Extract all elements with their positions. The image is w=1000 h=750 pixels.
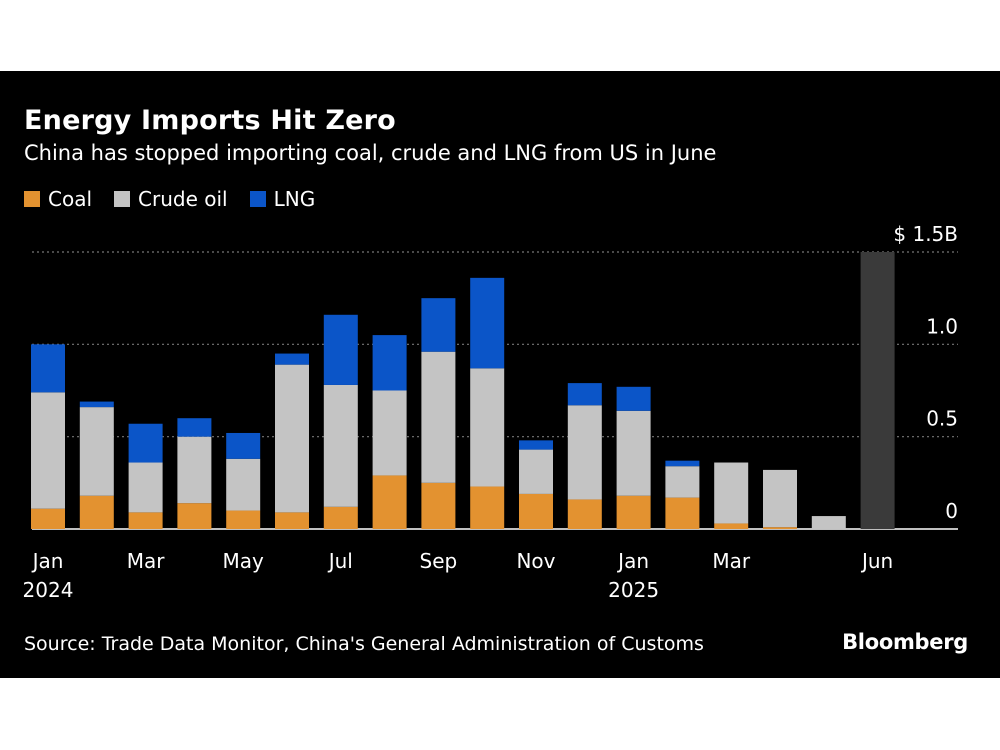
bar-layer bbox=[31, 277, 846, 529]
bar-lng-10 bbox=[519, 440, 553, 450]
x-tick-label-14: Mar bbox=[712, 549, 751, 573]
bar-coal-15 bbox=[763, 527, 797, 529]
x-tick-line: Jan bbox=[616, 549, 649, 573]
legend-item-crude-oil: Crude oil bbox=[114, 187, 228, 211]
bar-crude-oil-15 bbox=[763, 469, 797, 528]
bar-coal-2 bbox=[128, 512, 163, 529]
bar-coal-10 bbox=[519, 493, 553, 529]
bar-lng-11 bbox=[567, 383, 602, 406]
x-tick-label-10: Nov bbox=[516, 549, 555, 573]
bar-coal-5 bbox=[275, 512, 309, 529]
y-tick-label-1: 0.5 bbox=[926, 407, 958, 431]
bar-crude-oil-12 bbox=[616, 410, 651, 496]
bar-coal-11 bbox=[567, 499, 602, 529]
bar-lng-8 bbox=[421, 298, 456, 352]
bar-crude-oil-9 bbox=[470, 368, 505, 487]
x-tick-line: Mar bbox=[127, 549, 166, 573]
legend-swatch-coal bbox=[24, 191, 40, 207]
highlight-band-jun-2025 bbox=[860, 252, 895, 529]
bar-crude-oil-16 bbox=[811, 516, 846, 529]
bar-crude-oil-4 bbox=[226, 458, 261, 511]
bar-coal-12 bbox=[616, 495, 651, 529]
bar-coal-0 bbox=[31, 508, 65, 529]
bar-lng-0 bbox=[31, 344, 65, 393]
y-tick-label-0: 0 bbox=[945, 499, 958, 523]
legend-swatch-crude-oil bbox=[114, 191, 131, 207]
y-tick-label-3: $ 1.5B bbox=[893, 222, 958, 246]
x-tick-line: Jul bbox=[327, 549, 353, 573]
source-note: Source: Trade Data Monitor, China's Gene… bbox=[24, 633, 704, 655]
bar-crude-oil-1 bbox=[79, 407, 114, 496]
bar-coal-14 bbox=[714, 523, 749, 529]
bar-lng-12 bbox=[616, 386, 651, 411]
bar-lng-6 bbox=[323, 314, 358, 385]
y-axis-labels: 0 0.5 1.0 $ 1.5B bbox=[893, 222, 958, 523]
bar-crude-oil-7 bbox=[372, 390, 407, 476]
bar-lng-13 bbox=[665, 460, 700, 467]
legend-swatch-lng bbox=[249, 191, 266, 207]
bar-crude-oil-13 bbox=[665, 466, 700, 498]
x-tick-line: 2025 bbox=[608, 578, 659, 602]
x-tick-line: May bbox=[223, 549, 265, 573]
legend-label-lng: LNG bbox=[273, 187, 316, 211]
bar-lng-3 bbox=[177, 418, 212, 437]
legend-label-crude-oil: Crude oil bbox=[138, 187, 228, 211]
bar-coal-4 bbox=[226, 510, 261, 529]
legend-label-coal: Coal bbox=[48, 187, 93, 211]
bar-lng-5 bbox=[275, 353, 309, 365]
x-tick-line: Jan bbox=[31, 549, 64, 573]
legend-item-lng: LNG bbox=[249, 187, 316, 211]
x-axis-labels: Jan 2024 Mar May Jul Sep Nov Jan 2025 Mar Jun bbox=[23, 549, 894, 602]
bar-coal-1 bbox=[79, 495, 114, 529]
bar-crude-oil-6 bbox=[323, 384, 358, 507]
highlight-layer bbox=[860, 252, 895, 529]
bar-lng-4 bbox=[226, 432, 261, 459]
bar-coal-6 bbox=[323, 506, 358, 529]
chart-card: 0 0.5 1.0 $ 1.5B Jan 2024 Mar May Jul Sep Nov Jan 2… bbox=[0, 71, 1000, 678]
bar-lng-1 bbox=[79, 401, 114, 408]
legend-item-coal: Coal bbox=[24, 187, 92, 211]
bar-crude-oil-3 bbox=[177, 436, 212, 504]
x-tick-label-2: Mar bbox=[127, 549, 166, 573]
x-tick-label-4: May bbox=[223, 549, 265, 573]
bar-lng-9 bbox=[470, 277, 505, 369]
y-tick-label-2: 1.0 bbox=[926, 314, 958, 338]
bar-crude-oil-11 bbox=[567, 405, 602, 500]
x-tick-label-12: Jan 2025 bbox=[608, 549, 659, 602]
bar-coal-3 bbox=[177, 503, 212, 529]
bar-lng-2 bbox=[128, 423, 163, 463]
chart-subtitle: China has stopped importing coal, crude … bbox=[24, 141, 717, 165]
x-tick-line: Sep bbox=[420, 549, 458, 573]
bar-coal-7 bbox=[372, 475, 407, 529]
x-tick-line: 2024 bbox=[23, 578, 74, 602]
bar-crude-oil-8 bbox=[421, 351, 456, 483]
x-tick-label-6: Jul bbox=[327, 549, 353, 573]
bar-crude-oil-10 bbox=[519, 449, 553, 494]
x-tick-label-0: Jan 2024 bbox=[23, 549, 74, 602]
bloomberg-logo: Bloomberg bbox=[842, 630, 968, 654]
chart-canvas: 0 0.5 1.0 $ 1.5B Jan 2024 Mar May Jul Sep Nov Jan 2… bbox=[23, 222, 958, 602]
chart-title: Energy Imports Hit Zero bbox=[24, 105, 396, 136]
x-tick-line: Mar bbox=[712, 549, 751, 573]
bar-crude-oil-2 bbox=[128, 462, 163, 513]
bar-crude-oil-5 bbox=[275, 364, 309, 513]
bar-crude-oil-14 bbox=[714, 462, 749, 524]
bar-coal-8 bbox=[421, 482, 456, 529]
bar-crude-oil-0 bbox=[31, 392, 65, 509]
x-tick-label-17: Jun bbox=[860, 549, 893, 573]
x-tick-label-8: Sep bbox=[420, 549, 458, 573]
bar-coal-13 bbox=[665, 497, 700, 529]
legend: Coal Crude oil LNG bbox=[24, 187, 337, 211]
x-tick-line: Nov bbox=[516, 549, 555, 573]
x-tick-line: Jun bbox=[860, 549, 893, 573]
bar-coal-9 bbox=[470, 486, 505, 529]
bar-lng-7 bbox=[372, 335, 407, 391]
